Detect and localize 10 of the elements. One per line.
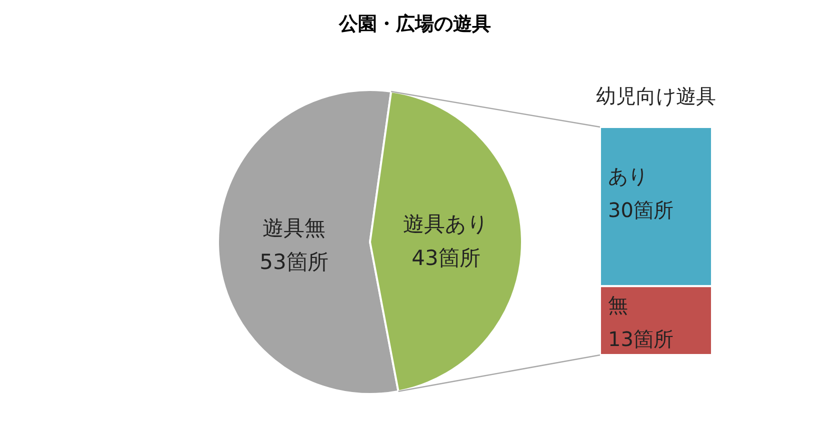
chart-title: 公園・広場の遊具 (338, 13, 491, 35)
slice-label: 遊具あり (402, 212, 489, 236)
series-label: 無 (608, 293, 628, 318)
data-label: 43箇所 (412, 246, 480, 270)
chart-title: 幼児向け遊具 (596, 84, 716, 108)
series-label: あり (608, 164, 648, 188)
data-label: 30箇所 (608, 198, 674, 222)
slice-label: 遊具無 (262, 216, 326, 240)
data-label: 13箇所 (608, 327, 674, 352)
data-label: 53箇所 (260, 250, 328, 274)
